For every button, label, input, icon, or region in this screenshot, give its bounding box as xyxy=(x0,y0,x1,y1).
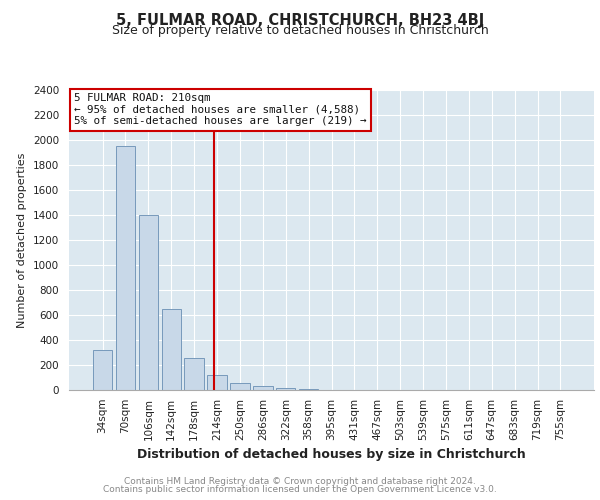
Bar xyxy=(208,375,227,390)
Y-axis label: Number of detached properties: Number of detached properties xyxy=(17,152,28,328)
Bar xyxy=(230,382,250,390)
Bar xyxy=(184,358,204,390)
Bar xyxy=(139,215,158,390)
Text: Size of property relative to detached houses in Christchurch: Size of property relative to detached ho… xyxy=(112,24,488,37)
Bar xyxy=(299,389,319,390)
Bar xyxy=(116,146,135,390)
Bar xyxy=(93,350,112,390)
Text: Contains HM Land Registry data © Crown copyright and database right 2024.: Contains HM Land Registry data © Crown c… xyxy=(124,477,476,486)
Bar xyxy=(253,386,272,390)
Text: 5, FULMAR ROAD, CHRISTCHURCH, BH23 4BJ: 5, FULMAR ROAD, CHRISTCHURCH, BH23 4BJ xyxy=(116,13,484,28)
Bar xyxy=(161,308,181,390)
Bar xyxy=(276,388,295,390)
Text: Contains public sector information licensed under the Open Government Licence v3: Contains public sector information licen… xyxy=(103,484,497,494)
X-axis label: Distribution of detached houses by size in Christchurch: Distribution of detached houses by size … xyxy=(137,448,526,461)
Text: 5 FULMAR ROAD: 210sqm
← 95% of detached houses are smaller (4,588)
5% of semi-de: 5 FULMAR ROAD: 210sqm ← 95% of detached … xyxy=(74,93,367,126)
